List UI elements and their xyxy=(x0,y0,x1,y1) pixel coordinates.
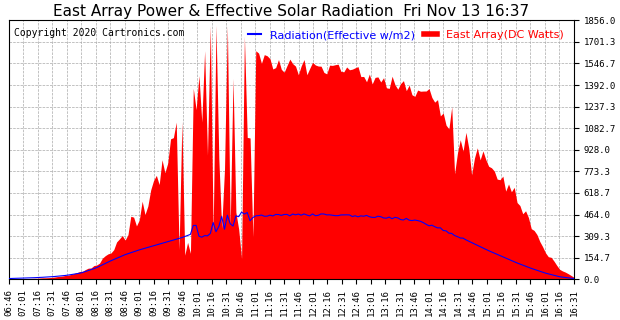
Text: Copyright 2020 Cartronics.com: Copyright 2020 Cartronics.com xyxy=(14,28,185,38)
Legend: Radiation(Effective w/m2), East Array(DC Watts): Radiation(Effective w/m2), East Array(DC… xyxy=(243,26,569,45)
Title: East Array Power & Effective Solar Radiation  Fri Nov 13 16:37: East Array Power & Effective Solar Radia… xyxy=(53,4,529,19)
